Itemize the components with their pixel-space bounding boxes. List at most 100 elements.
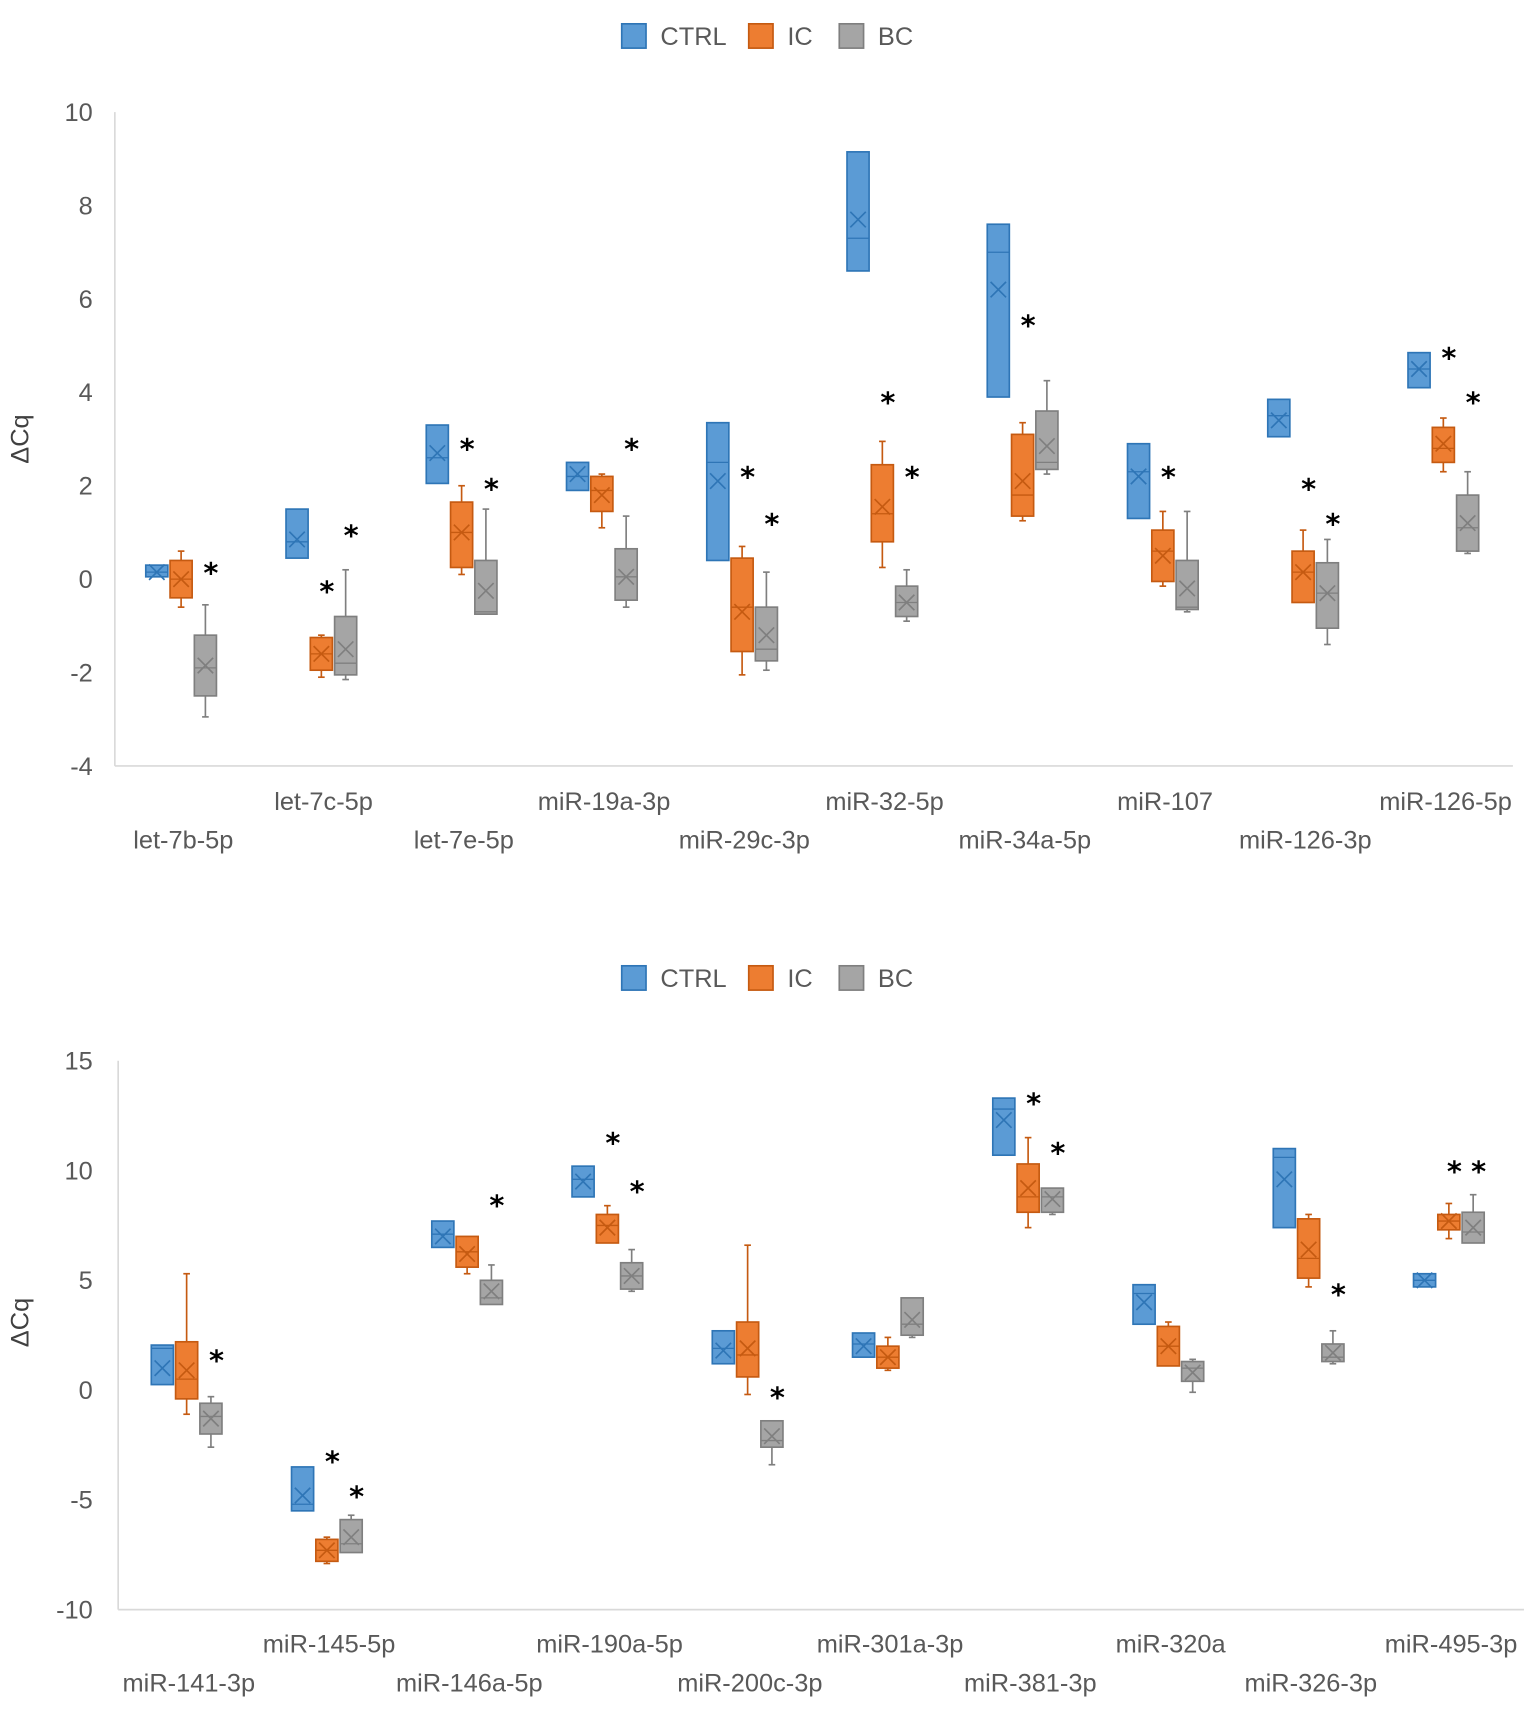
mean-marker [879, 1348, 897, 1366]
mean-marker [898, 594, 915, 611]
significance-star: * [1447, 1155, 1462, 1189]
y-tick-label: 0 [79, 1377, 93, 1405]
y-tick-label: 15 [65, 1048, 93, 1076]
chart-2: CTRL IC BC 15 10 5 0 -5 -10 ΔCq miR-141-3pmiR-145-… [7, 964, 1524, 1697]
box-bc [1035, 379, 1059, 475]
significance-star: * [1331, 1278, 1346, 1312]
box-ic [1291, 529, 1315, 604]
legend-label: CTRL [660, 23, 726, 51]
mean-marker [874, 498, 891, 516]
box-ic [315, 1536, 339, 1565]
mean-marker [1270, 412, 1288, 429]
box-bc [1175, 510, 1200, 613]
box-bc [900, 1297, 925, 1339]
legend-label: BC [878, 23, 913, 51]
legend-label: IC [787, 965, 812, 993]
mean-marker [342, 1528, 360, 1546]
significance-star: * [764, 507, 779, 541]
mean-marker [1044, 1190, 1061, 1208]
box-bc [1040, 1187, 1065, 1216]
x-category-label: miR-126-3p [1239, 827, 1372, 855]
significance-star: * [1325, 507, 1340, 541]
significance-star: * [325, 1444, 340, 1478]
legend-label: IC [787, 23, 812, 51]
mean-marker [593, 486, 611, 504]
legend-label: CTRL [660, 965, 726, 993]
box-ctrl [144, 563, 169, 581]
y-tick-label: -2 [70, 659, 93, 687]
legend-swatch [747, 964, 774, 991]
box-bc [894, 568, 919, 622]
mean-marker [903, 1311, 921, 1329]
significance-star: * [209, 1343, 224, 1377]
significance-star: * [1050, 1136, 1065, 1170]
box-body [449, 501, 474, 569]
box-bc [1461, 1193, 1486, 1244]
box-body [1035, 410, 1059, 471]
box-ctrl [1272, 1147, 1297, 1229]
mean-marker [428, 444, 446, 462]
mean-marker [172, 570, 190, 588]
significance-star: * [740, 460, 755, 494]
significance-star: * [624, 432, 639, 466]
significance-star: * [1026, 1087, 1041, 1121]
significance-star: * [1021, 308, 1036, 342]
mean-marker [1135, 1293, 1153, 1311]
significance-star: * [1466, 385, 1481, 419]
box-ic [875, 1336, 900, 1372]
x-category-label: miR-146a-5p [396, 1669, 543, 1697]
legend-item-ic: IC [747, 23, 813, 51]
box-bc [619, 1248, 644, 1293]
legend-item-ctrl: CTRL [620, 23, 727, 51]
legend-item-ic: IC [747, 964, 813, 993]
mean-marker [739, 1340, 756, 1357]
mean-marker [1300, 1241, 1317, 1258]
box-ic [595, 1204, 620, 1244]
mean-marker [569, 465, 586, 483]
box-ctrl [986, 223, 1011, 398]
significance-star: * [770, 1381, 785, 1415]
box-body [1126, 442, 1151, 520]
mean-marker [1464, 1219, 1482, 1236]
box-bc [193, 603, 218, 718]
significance-star: * [905, 460, 920, 494]
x-category-label: let-7e-5p [414, 827, 514, 855]
x-category-label: miR-19a-3p [538, 788, 671, 816]
mean-marker [294, 1487, 311, 1504]
mean-marker [458, 1245, 476, 1263]
y-tick-label: 10 [65, 1157, 93, 1185]
legend-swatch [620, 964, 647, 991]
box-ctrl [1132, 1283, 1156, 1326]
box-body [711, 1329, 736, 1365]
x-category-label: miR-381-3p [964, 1669, 1097, 1697]
box-ic [1296, 1213, 1321, 1288]
legend-swatch [838, 22, 865, 49]
mean-marker [709, 472, 727, 490]
box-bc [1455, 470, 1480, 555]
mean-marker [1154, 547, 1172, 565]
x-category-label: let-7b-5p [133, 827, 233, 855]
box-ic [870, 440, 895, 569]
mean-marker [855, 1337, 872, 1355]
x-category-label: miR-190a-5p [536, 1631, 683, 1659]
x-category-label: let-7c-5p [274, 788, 373, 816]
mean-marker [849, 211, 867, 228]
mean-marker [733, 603, 751, 621]
mean-marker [574, 1173, 592, 1190]
box-ctrl [1412, 1271, 1437, 1289]
box-body [1010, 433, 1035, 517]
box-body [474, 559, 498, 615]
y-tick-label: 4 [79, 379, 93, 407]
box-ctrl [991, 1097, 1016, 1157]
box-body [285, 508, 309, 559]
y-tick-label: 5 [79, 1267, 93, 1295]
legend-swatch [838, 964, 865, 991]
significance-star: * [880, 385, 895, 419]
mean-marker [1019, 1179, 1037, 1197]
mean-marker [715, 1342, 732, 1359]
mean-marker [995, 1111, 1013, 1129]
mean-marker [1160, 1337, 1177, 1355]
mean-marker [1178, 580, 1196, 597]
box-ctrl [565, 461, 590, 492]
mean-marker [1130, 468, 1147, 485]
